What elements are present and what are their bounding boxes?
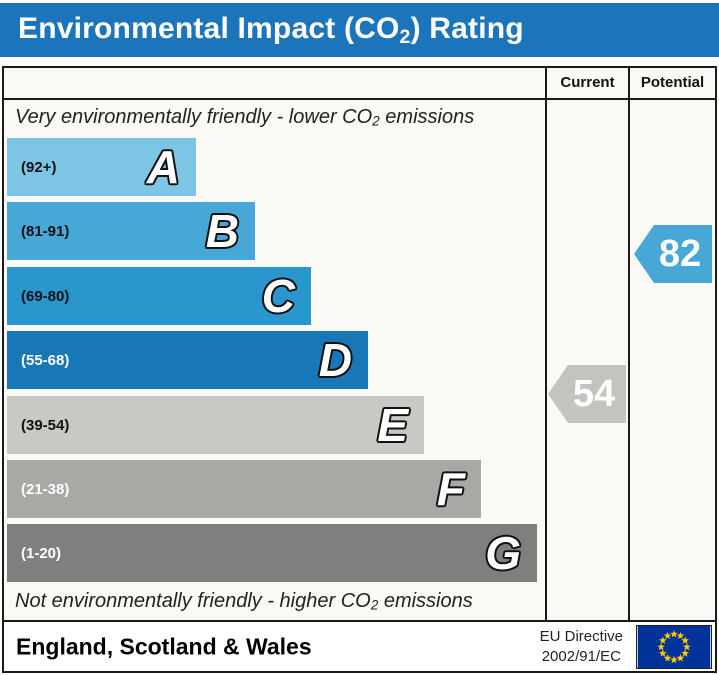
rating-table: Current Potential Very environmentally f…: [2, 66, 717, 622]
header-rule: [4, 98, 715, 100]
band-range-label: (81-91): [21, 222, 70, 240]
band-letter: B: [205, 205, 239, 257]
potential-score-arrow: 82: [634, 225, 712, 283]
column-header-current: Current: [560, 74, 615, 91]
band-c: (69-80) C: [7, 267, 311, 325]
band-range-label: (1-20): [21, 544, 62, 562]
eu-flag-icon: [636, 624, 712, 669]
band-letter: F: [436, 463, 465, 515]
band-f: (21-38) F: [7, 460, 481, 518]
bottom-note-subscript: 2: [370, 597, 379, 613]
band-a: (92+) A: [7, 138, 196, 196]
page-title-suffix: ) Rating: [410, 11, 524, 45]
bottom-note: Not environmentally friendly - higher CO…: [15, 590, 473, 613]
band-letter: E: [377, 399, 408, 451]
eu-directive-label: EU Directive 2002/91/EC: [540, 627, 623, 667]
band-b: (81-91) B: [7, 202, 255, 260]
band-letter: C: [261, 270, 295, 322]
bottom-note-text: Not environmentally friendly - higher CO: [15, 590, 371, 612]
band-range-label: (21-38): [21, 480, 70, 498]
eu-directive-line1: EU Directive: [539, 627, 623, 645]
band-letter: G: [485, 527, 521, 579]
band-letter: A: [146, 141, 180, 193]
top-note-text: Very environmentally friendly - lower CO: [15, 106, 373, 128]
potential-column-divider: [628, 68, 630, 620]
region-label: England, Scotland & Wales: [16, 633, 312, 659]
band-range-label: (55-68): [21, 351, 70, 369]
bottom-note-suffix: emissions: [378, 590, 473, 612]
page-title-text: Environmental Impact (CO: [18, 11, 400, 45]
current-score-arrow: 54: [548, 365, 626, 423]
band-range-label: (39-54): [21, 416, 70, 434]
eu-directive-line2: 2002/91/EC: [541, 647, 621, 665]
band-range-label: (92+): [21, 158, 57, 176]
band-letter: D: [318, 334, 352, 386]
title-bar: Environmental Impact (CO2) Rating: [0, 3, 719, 57]
band-d: (55-68) D: [7, 331, 368, 389]
potential-score-value: 82: [658, 232, 702, 275]
column-header-potential: Potential: [640, 74, 705, 91]
band-range-label: (69-80): [21, 287, 70, 305]
top-note-subscript: 2: [372, 113, 380, 129]
band-e: (39-54) E: [7, 396, 424, 454]
page-title-subscript: 2: [399, 25, 411, 48]
current-score-value: 54: [572, 372, 616, 415]
page-title: Environmental Impact (CO2) Rating: [18, 12, 524, 49]
current-column-divider: [545, 68, 547, 620]
top-note: Very environmentally friendly - lower CO…: [15, 106, 474, 129]
band-list: (92+) A (81-91) B (69-80) C (55-68) D (39-54) E (2…: [4, 68, 545, 620]
band-g: (1-20) G: [7, 524, 537, 582]
footer-bar: England, Scotland & Wales EU Directive 2…: [2, 622, 717, 673]
top-note-suffix: emissions: [379, 106, 475, 128]
